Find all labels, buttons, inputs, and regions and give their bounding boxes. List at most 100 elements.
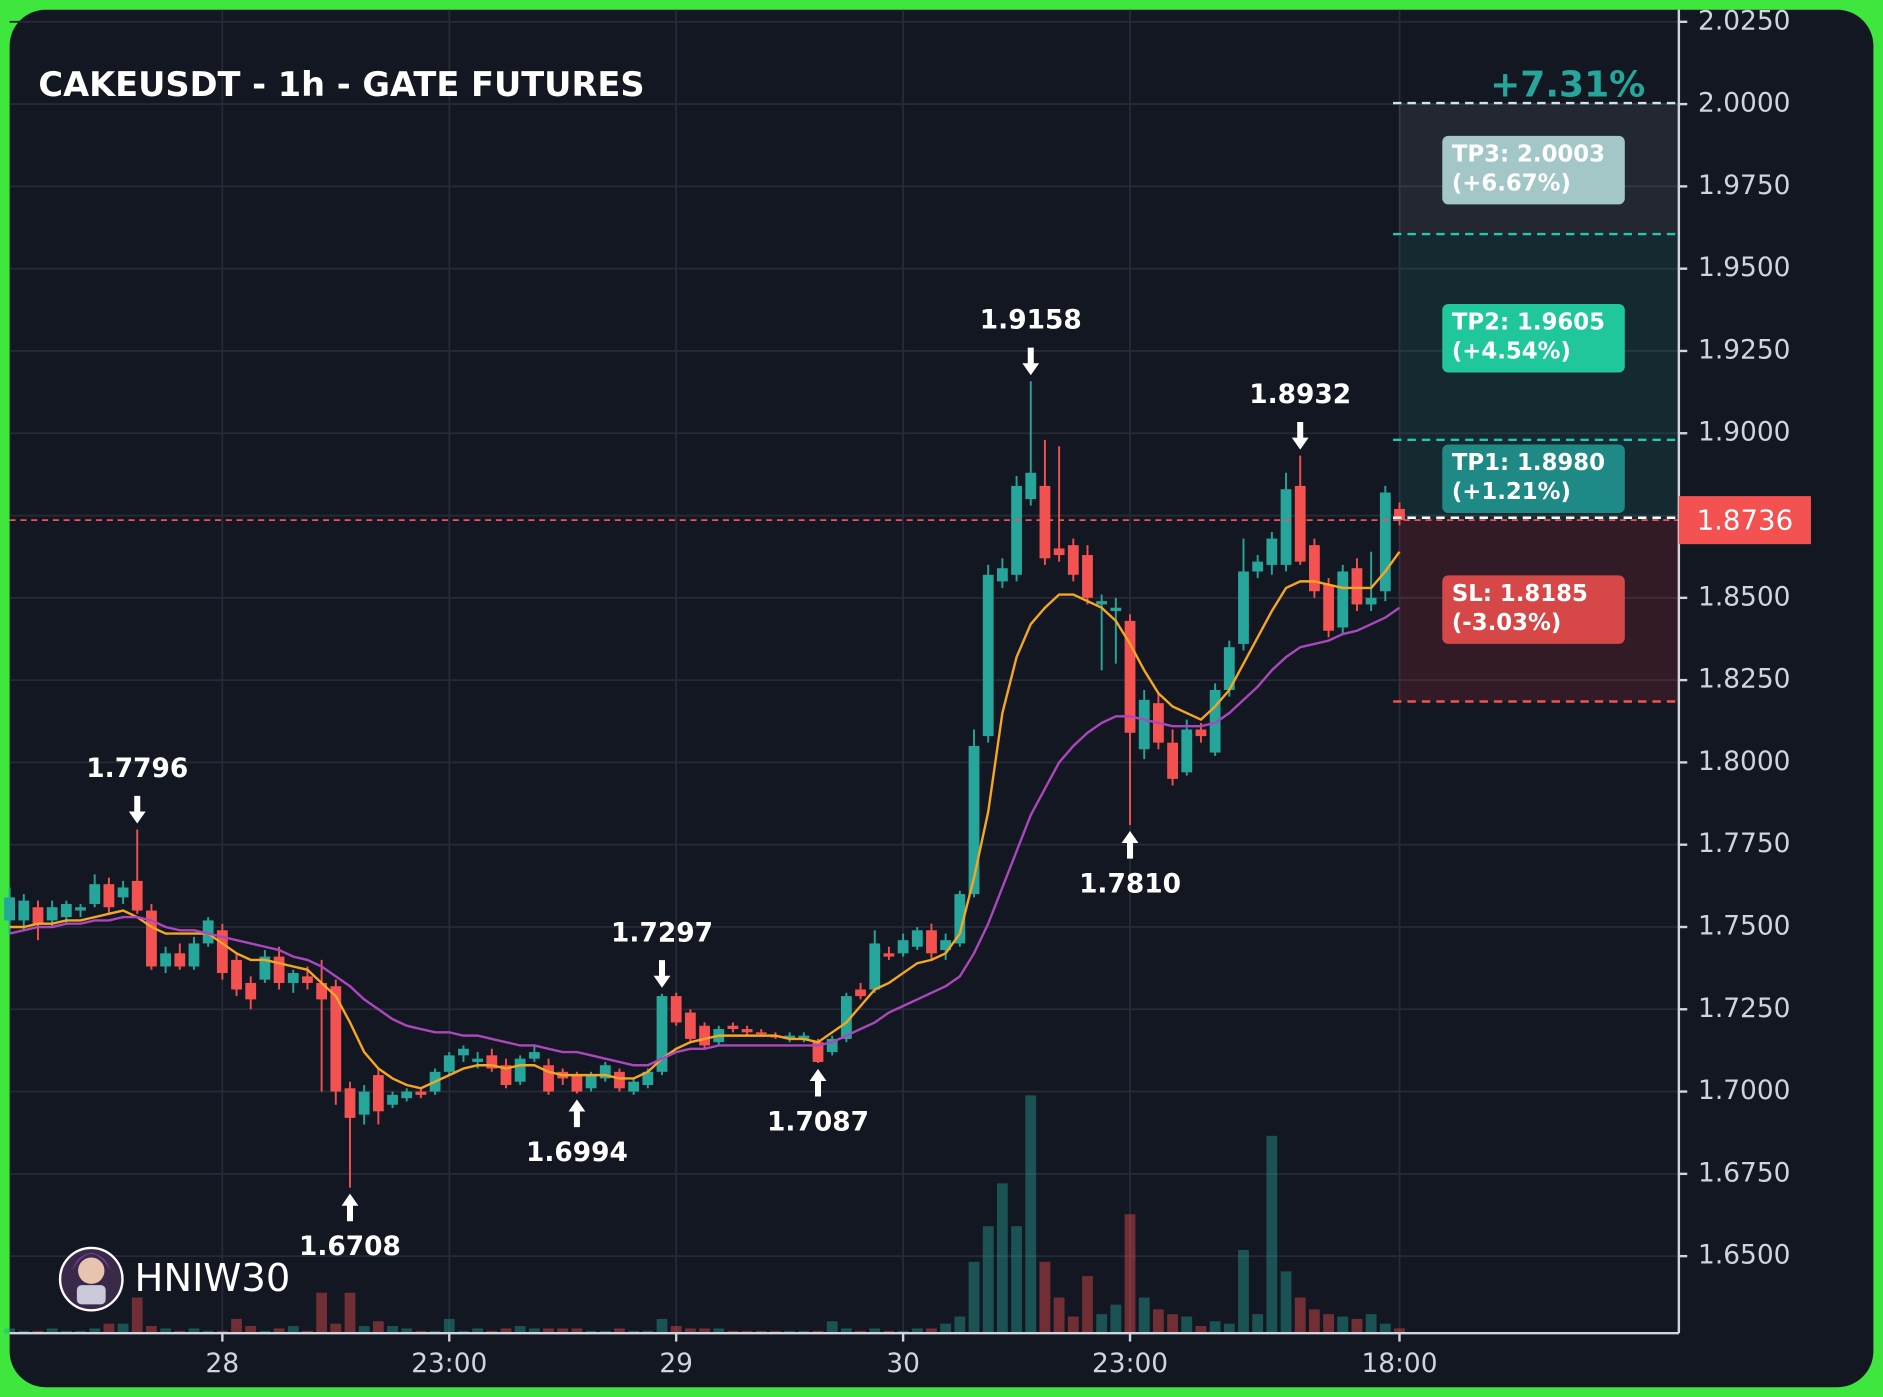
volume-bar [1308, 1309, 1320, 1334]
annotation-label: 1.6994 [526, 1137, 628, 1168]
candle-body [1110, 607, 1122, 611]
candle-body [585, 1075, 597, 1089]
volume-bar [4, 1328, 16, 1334]
volume-bar [245, 1326, 257, 1334]
candle-body [1238, 571, 1249, 644]
volume-bar [1082, 1276, 1093, 1334]
y-tick-label: 1.9000 [1698, 417, 1790, 448]
y-tick-label: 1.9500 [1698, 252, 1790, 283]
volume-bar [387, 1326, 398, 1334]
candle-body [897, 940, 909, 954]
candle-body [684, 1012, 696, 1039]
candle-body [1294, 485, 1306, 562]
candle-body [670, 996, 682, 1023]
candle-body [840, 996, 852, 1039]
candle-body [940, 940, 952, 951]
candle-body [996, 568, 1008, 582]
y-tick-label: 1.6500 [1698, 1240, 1790, 1271]
candle-body [1167, 742, 1178, 779]
volume-bar [231, 1318, 242, 1334]
candle-body [883, 953, 895, 957]
volume-bar [1252, 1314, 1264, 1334]
volume-bar [330, 1323, 342, 1334]
candle-body [287, 973, 299, 983]
candle-body [1124, 620, 1136, 733]
x-tick-label: 30 [886, 1348, 920, 1379]
candle-body [798, 1035, 810, 1039]
candle-body [968, 745, 980, 895]
candle-body [741, 1029, 753, 1033]
volume-bar [117, 1323, 129, 1334]
volume-bar [1266, 1135, 1278, 1334]
volume-bar [713, 1328, 725, 1334]
volume-bar [287, 1326, 299, 1334]
candle-body [415, 1091, 427, 1095]
level-label-box [1442, 444, 1625, 513]
volume-bar [188, 1328, 200, 1334]
volume-bar [699, 1328, 710, 1334]
candle-body [160, 953, 172, 967]
overlay: TP3: 2.0003(+6.67%) TP2: 1.9605 (+4.54%) TP… [9, 101, 1679, 1262]
level-label: SL: 1.8185 [1452, 581, 1588, 607]
candle-body [614, 1071, 625, 1089]
volume-bar [146, 1326, 157, 1334]
candle-body [60, 903, 72, 918]
y-tick-label: 1.7250 [1698, 993, 1790, 1024]
candle-body [1379, 492, 1391, 592]
candle-body [202, 920, 214, 944]
volume-bar [103, 1323, 115, 1334]
candle-body [1223, 647, 1235, 690]
annotation-label: 1.6708 [299, 1231, 401, 1262]
volume-bar [869, 1328, 881, 1334]
candle-body [642, 1071, 654, 1085]
volume-bar [372, 1321, 384, 1334]
volume-bar [911, 1328, 923, 1334]
candle-body [1266, 538, 1278, 565]
annotation-label: 1.7810 [1079, 868, 1181, 899]
candle-body [344, 1088, 356, 1118]
volume-bar [557, 1328, 569, 1334]
y-tick-label: 1.9750 [1698, 170, 1790, 201]
candle-body [372, 1075, 384, 1112]
volume-bar [656, 1318, 668, 1334]
annotation-arrow [653, 960, 671, 988]
volume-bar [670, 1326, 682, 1334]
volume-bar [273, 1328, 285, 1334]
volume-bar [1238, 1249, 1249, 1334]
volume-bar [131, 1297, 143, 1334]
candle-body [330, 986, 342, 1092]
annotation-arrow [341, 1193, 359, 1222]
volume-bar [840, 1328, 852, 1334]
annotation-label: 1.9158 [980, 305, 1082, 336]
volume-bar [684, 1328, 696, 1334]
volume-bar [1351, 1318, 1363, 1334]
volume-bar [926, 1328, 937, 1334]
candle-body [628, 1081, 640, 1092]
level-change: (+1.21%) [1452, 479, 1571, 505]
candle-body [443, 1055, 455, 1072]
candle-body [1308, 545, 1320, 592]
candle-body [1082, 555, 1093, 598]
volume-bar [1181, 1316, 1193, 1334]
candle-body [869, 943, 881, 990]
volume-bar [1195, 1326, 1207, 1334]
candle-body [784, 1035, 796, 1039]
volume [4, 1095, 1405, 1334]
volume-bar [344, 1292, 356, 1334]
candle-body [514, 1058, 526, 1082]
candle-body [812, 1042, 824, 1062]
y-tick-label: 1.9250 [1698, 334, 1790, 365]
level-change: (+6.67%) [1452, 170, 1571, 196]
volume-bar [401, 1328, 413, 1334]
volume-bar [996, 1183, 1008, 1334]
candle-body [1025, 472, 1037, 500]
volume-bar [160, 1328, 172, 1334]
y-tick-label: 1.8500 [1698, 581, 1790, 612]
candle-body [302, 976, 313, 983]
candle-body [1252, 561, 1264, 572]
y-tick-label: 1.8250 [1698, 664, 1790, 695]
volume-bar [1138, 1297, 1150, 1334]
candle-body [1337, 571, 1349, 628]
candle-body [216, 930, 228, 974]
candle-body [982, 574, 994, 737]
